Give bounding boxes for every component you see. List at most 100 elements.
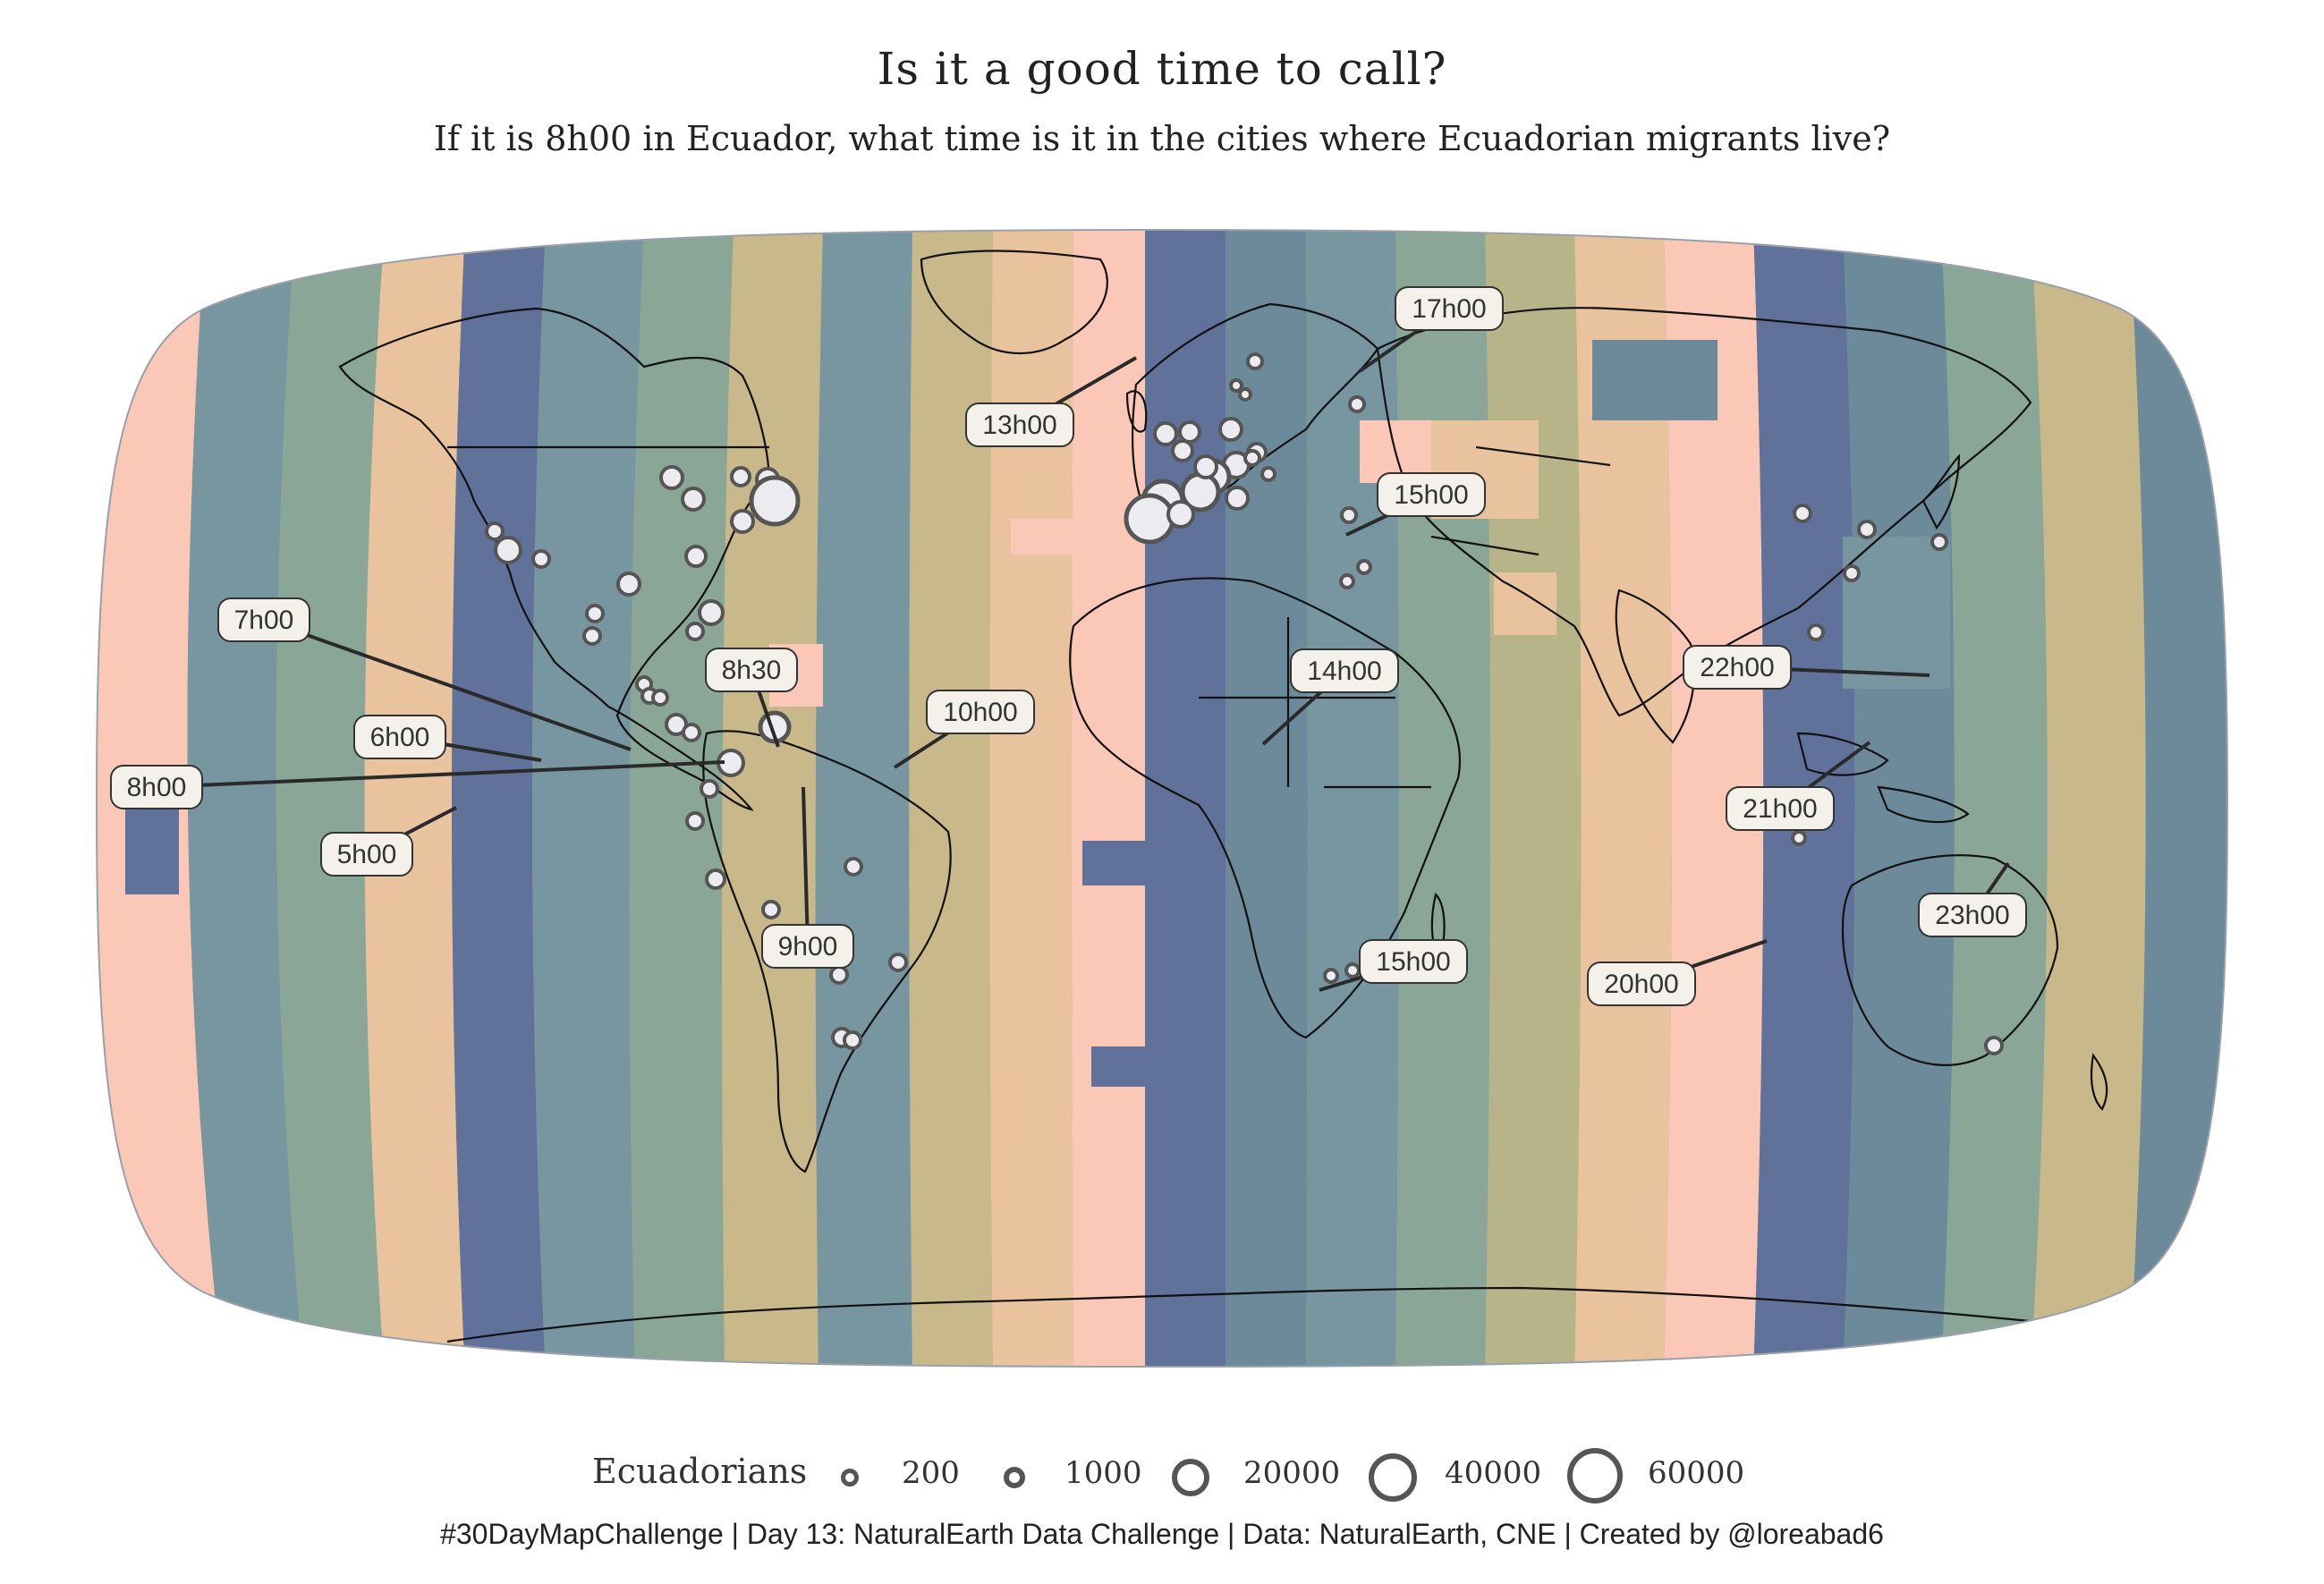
time-label: 14h00 xyxy=(1290,648,1399,693)
city-marker xyxy=(698,599,725,626)
legend-label-20000: 20000 xyxy=(1243,1455,1341,1491)
city-marker xyxy=(1323,968,1339,984)
city-marker xyxy=(1124,493,1175,545)
city-marker xyxy=(705,868,726,890)
city-marker xyxy=(682,723,701,742)
timezone-bands xyxy=(97,230,2227,1367)
city-marker xyxy=(1225,486,1250,511)
city-marker xyxy=(1260,466,1277,482)
time-label: 9h00 xyxy=(761,924,854,969)
time-label-text: 14h00 xyxy=(1307,656,1381,686)
city-marker xyxy=(659,465,684,490)
city-marker xyxy=(685,622,705,641)
time-label: 21h00 xyxy=(1726,786,1835,831)
city-marker xyxy=(684,545,708,568)
city-marker xyxy=(685,811,705,831)
city-marker xyxy=(1340,506,1358,524)
city-marker xyxy=(1344,962,1361,978)
city-marker xyxy=(1356,559,1372,575)
city-marker xyxy=(681,487,706,512)
legend-label-40000: 40000 xyxy=(1445,1455,1542,1491)
city-marker xyxy=(844,857,863,877)
time-label: 6h00 xyxy=(353,715,446,759)
legend-circle-20000 xyxy=(1172,1459,1209,1496)
leader-line xyxy=(156,760,725,789)
map-subtitle: If it is 8h00 in Ecuador, what time is i… xyxy=(433,119,1891,158)
time-label-text: 20h00 xyxy=(1604,970,1678,999)
city-marker xyxy=(843,1030,862,1050)
legend-label-1000: 1000 xyxy=(1064,1455,1142,1491)
time-label: 7h00 xyxy=(217,597,310,642)
time-label-text: 10h00 xyxy=(943,698,1017,727)
time-label: 22h00 xyxy=(1683,645,1792,690)
time-label-text: 9h00 xyxy=(778,932,838,961)
city-marker xyxy=(1218,417,1243,442)
city-marker xyxy=(1793,504,1812,523)
time-labels: 17h00 13h00 15h00 7h00 8h30 10h00 14h00 22h00 6h… xyxy=(110,286,2027,1006)
time-label: 8h30 xyxy=(705,648,798,692)
time-label: 23h00 xyxy=(1918,893,2027,937)
globe-outline xyxy=(95,228,2229,1368)
time-label-text: 13h00 xyxy=(982,411,1056,440)
time-label-text: 7h00 xyxy=(234,606,294,635)
city-marker xyxy=(494,536,522,564)
world-timezone-map: 17h00 13h00 15h00 7h00 8h30 10h00 14h00 22h00 6h… xyxy=(95,228,2229,1368)
legend-label-60000: 60000 xyxy=(1648,1455,1745,1491)
city-marker xyxy=(1178,420,1201,444)
time-label-text: 21h00 xyxy=(1743,794,1817,824)
time-label-text: 8h30 xyxy=(722,656,782,685)
time-label-text: 6h00 xyxy=(370,723,430,752)
time-label: 15h00 xyxy=(1359,939,1468,984)
city-marker xyxy=(485,521,505,541)
legend-circle-40000 xyxy=(1369,1453,1417,1502)
time-label: 20h00 xyxy=(1587,961,1696,1006)
time-label: 8h00 xyxy=(110,765,203,809)
city-marker xyxy=(700,779,719,799)
city-marker xyxy=(585,604,605,623)
time-label-text: 15h00 xyxy=(1394,480,1468,510)
city-marker xyxy=(1984,1036,2004,1055)
city-marker xyxy=(531,549,551,569)
city-marker xyxy=(1238,387,1252,402)
leader-line xyxy=(263,618,632,751)
time-label-text: 22h00 xyxy=(1700,653,1774,682)
city-marker xyxy=(1348,395,1366,413)
time-label-text: 17h00 xyxy=(1412,294,1486,324)
city-marker xyxy=(730,509,755,534)
time-label-text: 8h00 xyxy=(127,773,187,802)
city-marker xyxy=(1171,439,1194,462)
city-marker xyxy=(651,689,669,707)
time-label: 5h00 xyxy=(320,832,413,877)
city-marker xyxy=(1807,623,1825,641)
city-marker xyxy=(1857,520,1877,539)
legend-circle-1000 xyxy=(1004,1467,1025,1488)
city-marker xyxy=(582,626,602,646)
leader-line xyxy=(802,786,810,947)
map-title: Is it a good time to call? xyxy=(877,43,1447,95)
city-marker xyxy=(1930,533,1948,551)
city-marker xyxy=(761,900,781,919)
city-marker xyxy=(1229,378,1243,393)
city-marker xyxy=(616,572,641,597)
city-marker xyxy=(888,953,908,972)
city-marker xyxy=(1339,573,1355,589)
time-label-text: 5h00 xyxy=(337,840,397,869)
legend-title: Ecuadorians xyxy=(592,1452,808,1491)
legend-circle-200 xyxy=(841,1469,859,1487)
time-label-text: 23h00 xyxy=(1935,901,2009,930)
city-marker xyxy=(1193,454,1218,479)
city-marker xyxy=(1166,500,1195,529)
city-marker xyxy=(1843,564,1861,582)
city-marker xyxy=(730,466,751,487)
legend-circle-60000 xyxy=(1567,1448,1623,1504)
time-label: 10h00 xyxy=(926,690,1035,734)
city-marker xyxy=(1791,830,1807,846)
time-label: 13h00 xyxy=(965,402,1074,447)
caption: #30DayMapChallenge | Day 13: NaturalEart… xyxy=(440,1518,1884,1550)
city-marker xyxy=(1243,449,1261,467)
time-label-text: 15h00 xyxy=(1376,947,1450,977)
legend-label-200: 200 xyxy=(902,1455,960,1491)
city-marker xyxy=(1153,421,1178,446)
city-marker xyxy=(749,475,801,527)
legend: Ecuadorians 200 1000 20000 40000 60000 xyxy=(0,1444,2324,1507)
